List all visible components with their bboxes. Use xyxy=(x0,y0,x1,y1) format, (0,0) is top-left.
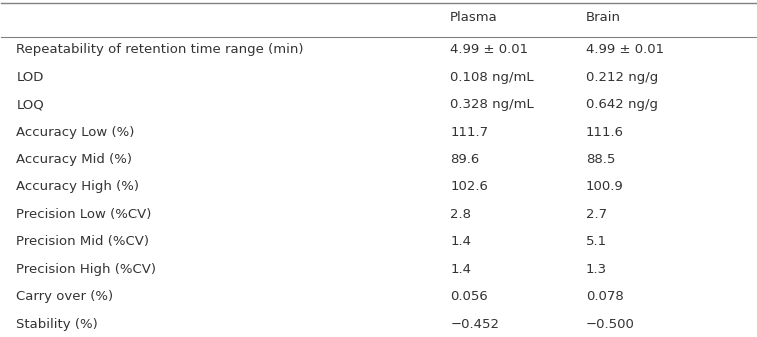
Text: Brain: Brain xyxy=(586,11,621,24)
Text: 1.3: 1.3 xyxy=(586,263,607,276)
Text: LOD: LOD xyxy=(17,71,44,84)
Text: Accuracy Low (%): Accuracy Low (%) xyxy=(17,126,135,139)
Text: 5.1: 5.1 xyxy=(586,235,607,248)
Text: 2.8: 2.8 xyxy=(450,208,471,221)
Text: −0.500: −0.500 xyxy=(586,317,635,331)
Text: 0.642 ng/g: 0.642 ng/g xyxy=(586,98,658,111)
Text: 102.6: 102.6 xyxy=(450,181,488,193)
Text: Precision Low (%CV): Precision Low (%CV) xyxy=(17,208,152,221)
Text: 89.6: 89.6 xyxy=(450,153,479,166)
Text: Plasma: Plasma xyxy=(450,11,498,24)
Text: LOQ: LOQ xyxy=(17,98,44,111)
Text: Stability (%): Stability (%) xyxy=(17,317,98,331)
Text: 0.056: 0.056 xyxy=(450,290,488,303)
Text: Precision High (%CV): Precision High (%CV) xyxy=(17,263,157,276)
Text: 111.7: 111.7 xyxy=(450,126,488,139)
Text: 1.4: 1.4 xyxy=(450,235,471,248)
Text: 4.99 ± 0.01: 4.99 ± 0.01 xyxy=(450,43,528,57)
Text: 1.4: 1.4 xyxy=(450,263,471,276)
Text: 88.5: 88.5 xyxy=(586,153,615,166)
Text: 0.078: 0.078 xyxy=(586,290,624,303)
Text: Precision Mid (%CV): Precision Mid (%CV) xyxy=(17,235,149,248)
Text: 0.212 ng/g: 0.212 ng/g xyxy=(586,71,658,84)
Text: 100.9: 100.9 xyxy=(586,181,624,193)
Text: −0.452: −0.452 xyxy=(450,317,499,331)
Text: Carry over (%): Carry over (%) xyxy=(17,290,114,303)
Text: 2.7: 2.7 xyxy=(586,208,607,221)
Text: Accuracy High (%): Accuracy High (%) xyxy=(17,181,139,193)
Text: 4.99 ± 0.01: 4.99 ± 0.01 xyxy=(586,43,664,57)
Text: Repeatability of retention time range (min): Repeatability of retention time range (m… xyxy=(17,43,304,57)
Text: Accuracy Mid (%): Accuracy Mid (%) xyxy=(17,153,132,166)
Text: 0.328 ng/mL: 0.328 ng/mL xyxy=(450,98,534,111)
Text: 111.6: 111.6 xyxy=(586,126,624,139)
Text: 0.108 ng/mL: 0.108 ng/mL xyxy=(450,71,534,84)
